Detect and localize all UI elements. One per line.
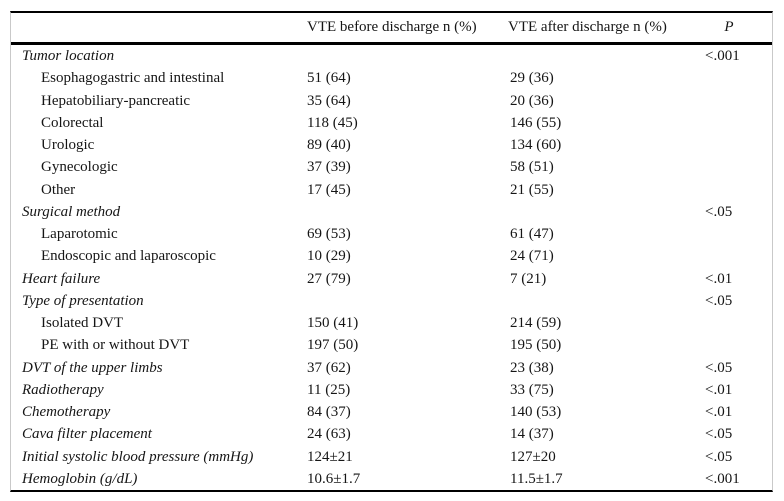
vte-after-value: 29 (36) bbox=[510, 70, 554, 87]
vte-after-value: 11.5±1.7 bbox=[510, 470, 563, 487]
table-row-hepatobiliary: Hepatobiliary-pancreatic 35 (64) 20 (36) bbox=[11, 90, 772, 112]
vte-before-value: 118 (45) bbox=[307, 114, 358, 131]
table-row-urologic: Urologic 89 (40) 134 (60) bbox=[11, 134, 772, 156]
vte-after-value: 146 (55) bbox=[510, 114, 562, 131]
vte-before-value: 24 (63) bbox=[307, 426, 351, 443]
row-label: PE with or without DVT bbox=[41, 337, 190, 354]
p-value: <.01 bbox=[705, 270, 733, 287]
col-header-vte-before: VTE before discharge n (%) bbox=[307, 19, 477, 35]
row-label: Esophagogastric and intestinal bbox=[41, 70, 225, 87]
vte-after-value: 24 (71) bbox=[510, 248, 554, 265]
vte-before-value: 17 (45) bbox=[307, 181, 351, 198]
table-row-cava-filter: Cava filter placement 24 (63) 14 (37) <.… bbox=[11, 423, 772, 445]
row-label: Colorectal bbox=[41, 114, 104, 131]
col-header-p: P bbox=[724, 19, 734, 35]
vte-after-value: 127±20 bbox=[510, 448, 556, 465]
table-row-systolic-bp: Initial systolic blood pressure (mmHg) 1… bbox=[11, 446, 772, 468]
table-row-gynecologic: Gynecologic 37 (39) 58 (51) bbox=[11, 156, 772, 178]
vte-before-value: 37 (39) bbox=[307, 159, 351, 176]
table-row-hemoglobin: Hemoglobin (g/dL) 10.6±1.7 11.5±1.7 <.00… bbox=[11, 468, 772, 490]
vte-after-value: 14 (37) bbox=[510, 426, 554, 443]
table-body: Tumor location <.001 Esophagogastric and… bbox=[11, 45, 772, 490]
row-label: Surgical method bbox=[22, 203, 121, 220]
table-row-surgical-method: Surgical method <.05 bbox=[11, 201, 772, 223]
table-row-other: Other 17 (45) 21 (55) bbox=[11, 179, 772, 201]
vte-before-value: 11 (25) bbox=[307, 381, 351, 398]
vte-after-value: 23 (38) bbox=[510, 359, 554, 376]
p-value: <.01 bbox=[705, 404, 733, 420]
col-header-vte-after: VTE after discharge n (%) bbox=[508, 19, 667, 35]
vte-after-value: 7 (21) bbox=[510, 270, 547, 287]
table-row-laparotomic: Laparotomic 69 (53) 61 (47) bbox=[11, 223, 772, 245]
vte-after-value: 134 (60) bbox=[510, 137, 562, 153]
vte-before-value: 150 (41) bbox=[307, 315, 359, 331]
table-row-type-of-presentation: Type of presentation <.05 bbox=[11, 290, 772, 312]
vte-before-value: 89 (40) bbox=[307, 137, 351, 153]
vte-after-value: 33 (75) bbox=[510, 381, 554, 398]
vte-after-value: 195 (50) bbox=[510, 337, 562, 354]
vte-before-value: 51 (64) bbox=[307, 70, 351, 87]
row-label: Heart failure bbox=[22, 270, 101, 287]
table-row-chemotherapy: Chemotherapy 84 (37) 140 (53) <.01 bbox=[11, 401, 772, 423]
row-label: Other bbox=[41, 181, 76, 198]
p-value: <.05 bbox=[705, 359, 733, 376]
table-row-dvt-upper-limbs: DVT of the upper limbs 37 (62) 23 (38) <… bbox=[11, 357, 772, 379]
vte-before-value: 197 (50) bbox=[307, 337, 359, 354]
row-label: Hemoglobin (g/dL) bbox=[22, 470, 138, 487]
vte-after-value: 61 (47) bbox=[510, 226, 554, 242]
vte-before-value: 10 (29) bbox=[307, 248, 351, 265]
row-label: Cava filter placement bbox=[22, 426, 152, 443]
row-label: DVT of the upper limbs bbox=[22, 359, 163, 376]
table-row-heart-failure: Heart failure 27 (79) 7 (21) <.01 bbox=[11, 268, 772, 290]
table-row-colorectal: Colorectal 118 (45) 146 (55) bbox=[11, 112, 772, 134]
vte-before-value: 35 (64) bbox=[307, 92, 351, 109]
row-label: Hepatobiliary-pancreatic bbox=[41, 92, 191, 109]
vte-before-value: 69 (53) bbox=[307, 226, 351, 242]
row-label: Tumor location bbox=[22, 48, 115, 64]
vte-after-value: 214 (59) bbox=[510, 315, 562, 331]
p-value: <.05 bbox=[705, 292, 733, 309]
p-value: <.05 bbox=[705, 448, 733, 465]
p-value: <.01 bbox=[705, 381, 733, 398]
table-row-radiotherapy: Radiotherapy 11 (25) 33 (75) <.01 bbox=[11, 379, 772, 401]
row-label: Isolated DVT bbox=[41, 315, 124, 331]
vte-before-value: 27 (79) bbox=[307, 270, 351, 287]
table-row-pe-with-without-dvt: PE with or without DVT 197 (50) 195 (50) bbox=[11, 334, 772, 356]
row-label: Initial systolic blood pressure (mmHg) bbox=[22, 448, 254, 465]
vte-after-value: 140 (53) bbox=[510, 404, 562, 420]
table-row-endoscopic: Endoscopic and laparoscopic 10 (29) 24 (… bbox=[11, 245, 772, 267]
row-label: Gynecologic bbox=[41, 159, 118, 176]
row-label: Radiotherapy bbox=[22, 381, 104, 398]
table-row-esophagogastric: Esophagogastric and intestinal 51 (64) 2… bbox=[11, 67, 772, 89]
row-label: Chemotherapy bbox=[22, 404, 111, 420]
vte-comparison-table: VTE before discharge n (%) VTE after dis… bbox=[10, 11, 773, 492]
vte-before-value: 84 (37) bbox=[307, 404, 351, 420]
p-value: <.05 bbox=[705, 426, 733, 443]
p-value: <.05 bbox=[705, 203, 733, 220]
vte-before-value: 37 (62) bbox=[307, 359, 351, 376]
table-header-row: VTE before discharge n (%) VTE after dis… bbox=[11, 13, 772, 45]
table-row-tumor-location: Tumor location <.001 bbox=[11, 45, 772, 67]
vte-after-value: 21 (55) bbox=[510, 181, 554, 198]
row-label: Urologic bbox=[41, 137, 95, 153]
row-label: Type of presentation bbox=[22, 292, 144, 309]
row-label: Laparotomic bbox=[41, 226, 118, 242]
row-label: Endoscopic and laparoscopic bbox=[41, 248, 216, 265]
vte-before-value: 10.6±1.7 bbox=[307, 470, 361, 487]
p-value: <.001 bbox=[705, 470, 740, 487]
vte-before-value: 124±21 bbox=[307, 448, 353, 465]
table-row-isolated-dvt: Isolated DVT 150 (41) 214 (59) bbox=[11, 312, 772, 334]
p-value: <.001 bbox=[705, 48, 740, 64]
vte-after-value: 58 (51) bbox=[510, 159, 554, 176]
vte-after-value: 20 (36) bbox=[510, 92, 554, 109]
